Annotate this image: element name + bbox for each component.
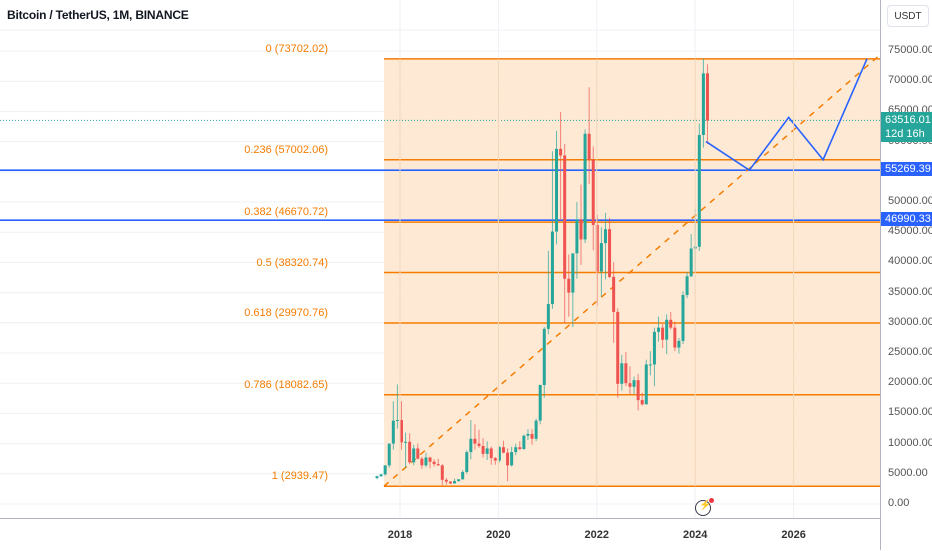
bar-countdown: 12d 16h (885, 128, 925, 141)
fib-label: 0.786 (18082.65) (244, 378, 328, 391)
price-tick: 50000.00 (888, 195, 932, 207)
price-tick: 0.00 (888, 497, 910, 509)
fib-label: 0 (73702.02) (265, 42, 328, 55)
chart-canvas[interactable]: 0 (73702.02) 0.236 (57002.06) 0.382 (46670… (0, 0, 881, 518)
notification-dot (709, 498, 714, 503)
projection-path[interactable] (705, 58, 868, 172)
price-tick: 5000.00 (888, 466, 928, 479)
fib-levels[interactable] (384, 58, 880, 487)
last-price-badge: 63516.01 12d 16h (881, 112, 932, 143)
price-tick: 35000.00 (888, 285, 932, 298)
level-badge: 46990.33 (881, 212, 932, 227)
price-tick: 75000.00 (888, 44, 932, 56)
price-tick: 30000.00 (888, 315, 932, 328)
level-badge: 55269.39 (881, 162, 932, 177)
fib-label: 0.382 (46670.72) (244, 206, 328, 219)
time-axis[interactable]: 2018 2020 2022 2024 2026 (0, 518, 880, 551)
price-tick: 45000.00 (888, 225, 932, 238)
price-axis[interactable]: USDT 75000.0070000.0065000.0060000.00550… (880, 0, 932, 550)
time-tick: 2026 (781, 529, 806, 541)
time-tick: 2022 (584, 529, 610, 541)
fib-label: 0.618 (29970.76) (244, 306, 328, 319)
price-tick: 10000.00 (888, 436, 932, 449)
time-tick: 2018 (387, 529, 413, 541)
price-tick: 20000.00 (888, 376, 932, 389)
time-tick: 2024 (682, 529, 708, 541)
price-tick: 70000.00 (888, 74, 932, 87)
price-tick: 15000.00 (888, 406, 932, 419)
fib-label: 1 (2939.47) (271, 470, 328, 483)
support-lines[interactable] (0, 169, 880, 221)
chart-title: Bitcoin / TetherUS, 1M, BINANCE (7, 8, 189, 22)
flash-icon[interactable]: ⚡ (695, 500, 711, 516)
price-tick: 25000.00 (888, 346, 932, 358)
fib-label: 0.5 (38320.74) (256, 256, 328, 269)
price-tick: 40000.00 (888, 255, 932, 268)
last-price-value: 63516.01 (885, 114, 931, 127)
fib-label: 0.236 (57002.06) (244, 143, 328, 156)
fib-trend-line[interactable] (383, 54, 881, 487)
currency-selector[interactable]: USDT (887, 5, 929, 27)
time-tick: 2020 (486, 529, 511, 541)
